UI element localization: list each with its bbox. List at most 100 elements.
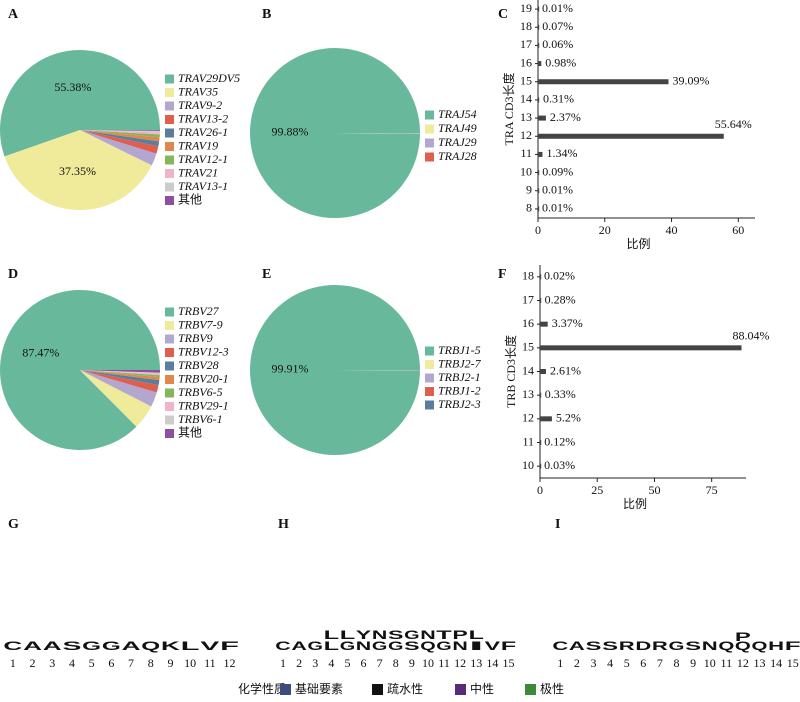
- logo-letter: F: [220, 639, 239, 653]
- bar: [538, 61, 542, 67]
- logo-letter: S: [388, 628, 403, 642]
- position-label: 3: [49, 656, 55, 670]
- pie-slice: [80, 370, 160, 381]
- position-label: 12: [737, 656, 749, 670]
- pie-slice: [80, 130, 160, 135]
- bar: [540, 345, 742, 351]
- legend-swatch: [165, 182, 174, 192]
- position-label: 7: [657, 656, 663, 670]
- position-label: 11: [438, 656, 450, 670]
- logo-letter: R: [619, 639, 636, 653]
- logo-letter: H: [768, 639, 784, 653]
- position-label: 4: [328, 656, 334, 670]
- legend-swatch: [165, 348, 174, 357]
- bar: [538, 151, 543, 157]
- bar: [538, 206, 540, 212]
- legend-label: TRAJ49: [438, 121, 477, 135]
- legend-swatch: [425, 387, 434, 396]
- position-label: 13: [754, 656, 766, 670]
- bar-label: 0.33%: [545, 387, 576, 401]
- bar: [538, 133, 724, 139]
- bar: [540, 416, 552, 422]
- pie-slice: [80, 370, 160, 386]
- position-label: 9: [167, 656, 173, 670]
- panel-label: I: [555, 517, 560, 532]
- y-tick-label: 16: [520, 55, 532, 69]
- pie-slice: [80, 370, 160, 373]
- slice-label: 99.91%: [271, 362, 308, 376]
- position-label: 2: [30, 656, 36, 670]
- bar-label: 39.09%: [673, 74, 710, 88]
- y-tick-label: 13: [520, 110, 532, 124]
- legend-label: 其他: [178, 192, 202, 206]
- legend-label: TRAV13-1: [178, 179, 228, 193]
- legend-swatch: [425, 152, 434, 162]
- logo-letter: N: [356, 639, 371, 653]
- position-label: 4: [607, 656, 613, 670]
- y-axis-label: TRB CD3长度: [503, 335, 518, 408]
- legend-swatch: [165, 375, 174, 384]
- y-tick-label: 19: [520, 1, 532, 15]
- legend-swatch: [455, 684, 466, 695]
- legend-label: 其他: [178, 425, 202, 439]
- pie-slice: [80, 370, 160, 374]
- panel-label: G: [8, 517, 19, 532]
- bar-label: 0.98%: [545, 55, 576, 69]
- logo-letter: G: [388, 639, 403, 653]
- panel-label: A: [8, 7, 19, 22]
- position-label: 3: [591, 656, 597, 670]
- bar-label: 2.61%: [550, 363, 581, 377]
- y-tick-label: 17: [522, 292, 534, 306]
- legend-swatch: [165, 402, 174, 411]
- pie-slice: [80, 130, 159, 154]
- bar: [540, 392, 542, 398]
- legend-label: TRAV13-2: [178, 111, 228, 125]
- logo-letter: G: [102, 639, 121, 653]
- logo-letter: N: [702, 639, 718, 653]
- pie-slice: [249, 48, 420, 219]
- slice-label: 55.38%: [54, 80, 91, 94]
- position-label: 15: [502, 656, 514, 670]
- x-axis-label: 比例: [623, 497, 647, 511]
- panel-label: D: [8, 267, 18, 282]
- legend-swatch: [165, 429, 174, 438]
- legend-label: TRBJ2-3: [438, 397, 481, 411]
- position-label: 12: [224, 656, 236, 670]
- legend-swatch: [425, 360, 434, 369]
- legend-swatch: [165, 115, 174, 124]
- legend-label: TRBV12-3: [178, 344, 229, 358]
- y-tick-label: 17: [520, 37, 532, 51]
- position-label: 6: [108, 656, 114, 670]
- bar-label: 0.01%: [542, 201, 573, 215]
- logo-letter: L: [340, 628, 355, 642]
- position-label: 5: [624, 656, 630, 670]
- panel-label: B: [262, 7, 271, 22]
- position-label: 9: [409, 656, 415, 670]
- logo-letter: L: [181, 639, 200, 653]
- y-tick-label: 8: [526, 201, 532, 215]
- legend-swatch: [525, 684, 536, 695]
- position-label: 6: [361, 656, 367, 670]
- y-axis-label: TRA CD3长度: [501, 72, 516, 145]
- logo-letter: K: [161, 639, 181, 653]
- y-tick-label: 18: [522, 269, 534, 283]
- position-label: 14: [770, 656, 782, 670]
- legend-label: TRBJ2-7: [438, 356, 482, 370]
- y-tick-label: 14: [520, 92, 532, 106]
- logo-letter: F: [501, 639, 516, 653]
- bar-label: 3.37%: [552, 316, 583, 330]
- legend-label: TRAJ54: [438, 107, 477, 121]
- bar: [538, 115, 546, 121]
- logo-letter: G: [669, 639, 685, 653]
- logo-letter: Q: [420, 639, 435, 653]
- x-axis-label: 比例: [626, 237, 650, 251]
- legend-label: TRAV9-2: [178, 98, 222, 112]
- logo-letter: Q: [718, 639, 734, 653]
- bar-label: 0.12%: [544, 434, 575, 448]
- legend-swatch: [165, 74, 174, 84]
- logo-letter: P: [452, 628, 467, 642]
- logo-letter: Q: [735, 639, 751, 653]
- logo-letter: G: [372, 639, 387, 653]
- bar-label: 0.01%: [542, 1, 573, 15]
- bar: [540, 369, 546, 374]
